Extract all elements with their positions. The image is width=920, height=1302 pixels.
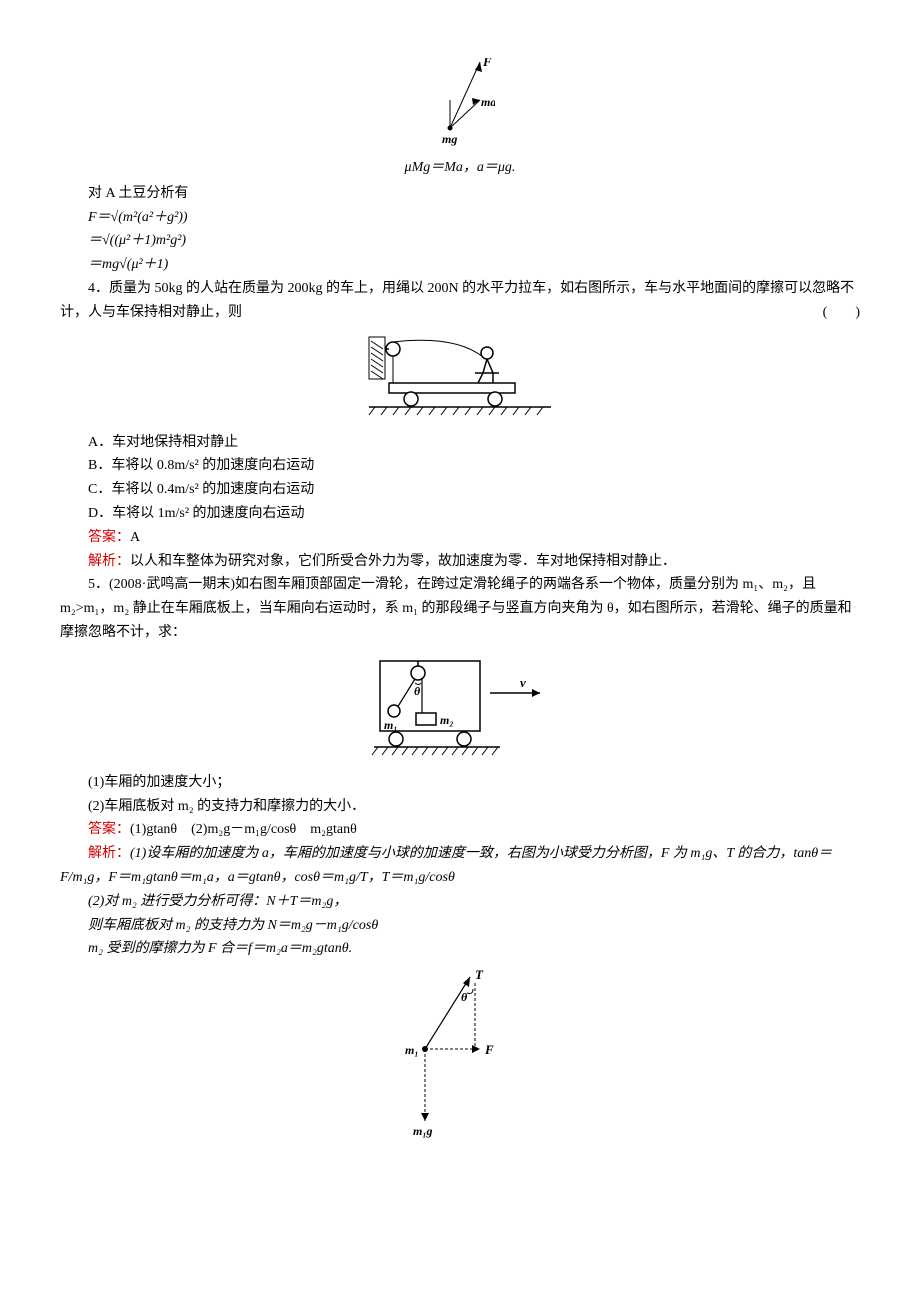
q5d2-m1: m₁ (405, 1043, 419, 1057)
q4-optD: D．车将以 1m/s² 的加速度向右运动 (60, 502, 860, 526)
q5-answer-line: 答案：(1)gtanθ (2)m₂g－m₁g/cosθ m₂gtanθ (60, 818, 860, 842)
label-mg: mg (442, 132, 457, 146)
q5-sol2: (2)对 m₂ 进行受力分析可得：N＋T＝m₂g， (60, 890, 860, 914)
q5-sol-label: 解析： (88, 846, 130, 861)
q4-stem: 4．质量为 50kg 的人站在质量为 200kg 的车上，用绳以 200N 的水… (60, 277, 860, 325)
q4-ans: A (130, 530, 140, 545)
q5d1-theta: θ (414, 684, 421, 698)
q5d2-theta: θ (461, 990, 468, 1004)
q5-force-diagram: T θ m₁ F m₁g (60, 969, 860, 1139)
q5-sol3: 则车厢底板对 m₂ 的支持力为 N＝m₂g－m₁g/cosθ (60, 914, 860, 938)
q5d2-F: F (484, 1042, 494, 1057)
q4-paren: ( ) (795, 301, 860, 325)
q5-ans: (1)gtanθ (2)m₂g－m₁g/cosθ m₂gtanθ (130, 822, 357, 837)
q5d2-m1g: m₁g (413, 1124, 433, 1138)
q4-answer-line: 答案：A (60, 526, 860, 550)
q5-sol1: (1)设车厢的加速度为 a，车厢的加速度与小球的加速度一致，右图为小球受力分析图… (60, 846, 832, 885)
formula-F2: ＝√((μ²＋1)m²g²) (88, 229, 860, 253)
q4-ans-label: 答案： (88, 530, 130, 545)
q5-sub2: (2)车厢底板对 m₂ 的支持力和摩擦力的大小． (60, 795, 860, 819)
force-triangle-diagram: F ma mg (60, 58, 860, 148)
q5-sol4: m₂ 受到的摩擦力为 F 合＝f＝m₂a＝m₂gtanθ. (60, 937, 860, 961)
q5d1-m2: m₂ (440, 713, 454, 727)
q4-optA: A．车对地保持相对静止 (60, 431, 860, 455)
formula-F3: ＝mg√(μ²＋1) (88, 253, 860, 277)
q4-diagram (60, 333, 860, 423)
q5d1-v: v (520, 675, 526, 690)
q5-stem: 5．(2008·武鸣高一期末)如右图车厢顶部固定一滑轮，在跨过定滑轮绳子的两端各… (60, 573, 860, 644)
q5d2-T: T (475, 969, 484, 982)
formula-F1: F＝√(m²(a²＋g²)) (88, 206, 860, 230)
q4-solution-line: 解析：以人和车整体为研究对象，它们所受合外力为零，故加速度为零．车对地保持相对静… (60, 550, 860, 574)
label-ma: ma (481, 95, 495, 109)
potato-analysis-line: 对 A 土豆分析有 (60, 182, 860, 206)
q5-sol1-line: 解析：(1)设车厢的加速度为 a，车厢的加速度与小球的加速度一致，右图为小球受力… (60, 842, 860, 890)
q4-sol: 以人和车整体为研究对象，它们所受合外力为零，故加速度为零．车对地保持相对静止． (130, 554, 676, 569)
q5-sub1: (1)车厢的加速度大小； (60, 771, 860, 795)
q5-ans-label: 答案： (88, 822, 130, 837)
q4-optB: B．车将以 0.8m/s² 的加速度向右运动 (60, 454, 860, 478)
label-F: F (482, 58, 492, 69)
q4-sol-label: 解析： (88, 554, 130, 569)
q4-text: 4．质量为 50kg 的人站在质量为 200kg 的车上，用绳以 200N 的水… (60, 281, 854, 320)
q5d1-m1: m₁ (384, 718, 398, 732)
q5-cart-diagram: θ m₁ m₂ v (60, 653, 860, 763)
eq-mu-mg: μMg＝Ma，a＝μg. (60, 156, 860, 180)
q4-optC: C．车将以 0.4m/s² 的加速度向右运动 (60, 478, 860, 502)
